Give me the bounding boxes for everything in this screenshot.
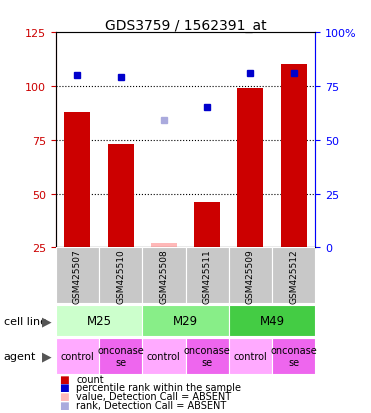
Bar (56, 306, 142, 337)
Text: control: control (147, 351, 181, 361)
Bar (229, 339, 272, 374)
Text: M29: M29 (173, 315, 198, 328)
Text: GSM425507: GSM425507 (73, 248, 82, 303)
Text: ▶: ▶ (42, 315, 51, 328)
Text: control: control (60, 351, 94, 361)
Bar (272, 339, 315, 374)
Text: onconase
se: onconase se (270, 345, 317, 367)
Text: onconase
se: onconase se (97, 345, 144, 367)
Bar (99, 339, 142, 374)
Text: percentile rank within the sample: percentile rank within the sample (76, 382, 241, 392)
Text: ■: ■ (59, 374, 69, 384)
Text: M25: M25 (86, 315, 111, 328)
Text: ■: ■ (59, 382, 69, 392)
Bar (151, 244, 177, 248)
Bar (108, 145, 134, 248)
Bar (186, 248, 229, 304)
Text: ■: ■ (59, 391, 69, 401)
Text: cell line: cell line (4, 316, 47, 326)
Text: count: count (76, 374, 104, 384)
Text: rank, Detection Call = ABSENT: rank, Detection Call = ABSENT (76, 400, 226, 410)
Bar (64, 112, 90, 248)
Text: M49: M49 (259, 315, 285, 328)
Text: GSM425512: GSM425512 (289, 249, 298, 303)
Text: GSM425510: GSM425510 (116, 248, 125, 303)
Bar (99, 248, 142, 304)
Bar (142, 306, 229, 337)
Text: GSM425509: GSM425509 (246, 248, 255, 303)
Bar (272, 248, 315, 304)
Bar (142, 248, 186, 304)
Bar (281, 65, 307, 248)
Text: onconase
se: onconase se (184, 345, 230, 367)
Text: ▶: ▶ (42, 350, 51, 363)
Text: ■: ■ (59, 400, 69, 410)
Bar (229, 306, 315, 337)
Bar (56, 339, 99, 374)
Text: GSM425508: GSM425508 (160, 248, 168, 303)
Bar (142, 339, 186, 374)
Bar (56, 248, 99, 304)
Text: GSM425511: GSM425511 (203, 248, 211, 303)
Bar (237, 89, 263, 248)
Bar (186, 339, 229, 374)
Bar (229, 248, 272, 304)
Text: GDS3759 / 1562391_at: GDS3759 / 1562391_at (105, 19, 266, 33)
Bar (194, 203, 220, 248)
Text: agent: agent (4, 351, 36, 361)
Text: value, Detection Call = ABSENT: value, Detection Call = ABSENT (76, 391, 231, 401)
Text: control: control (234, 351, 267, 361)
